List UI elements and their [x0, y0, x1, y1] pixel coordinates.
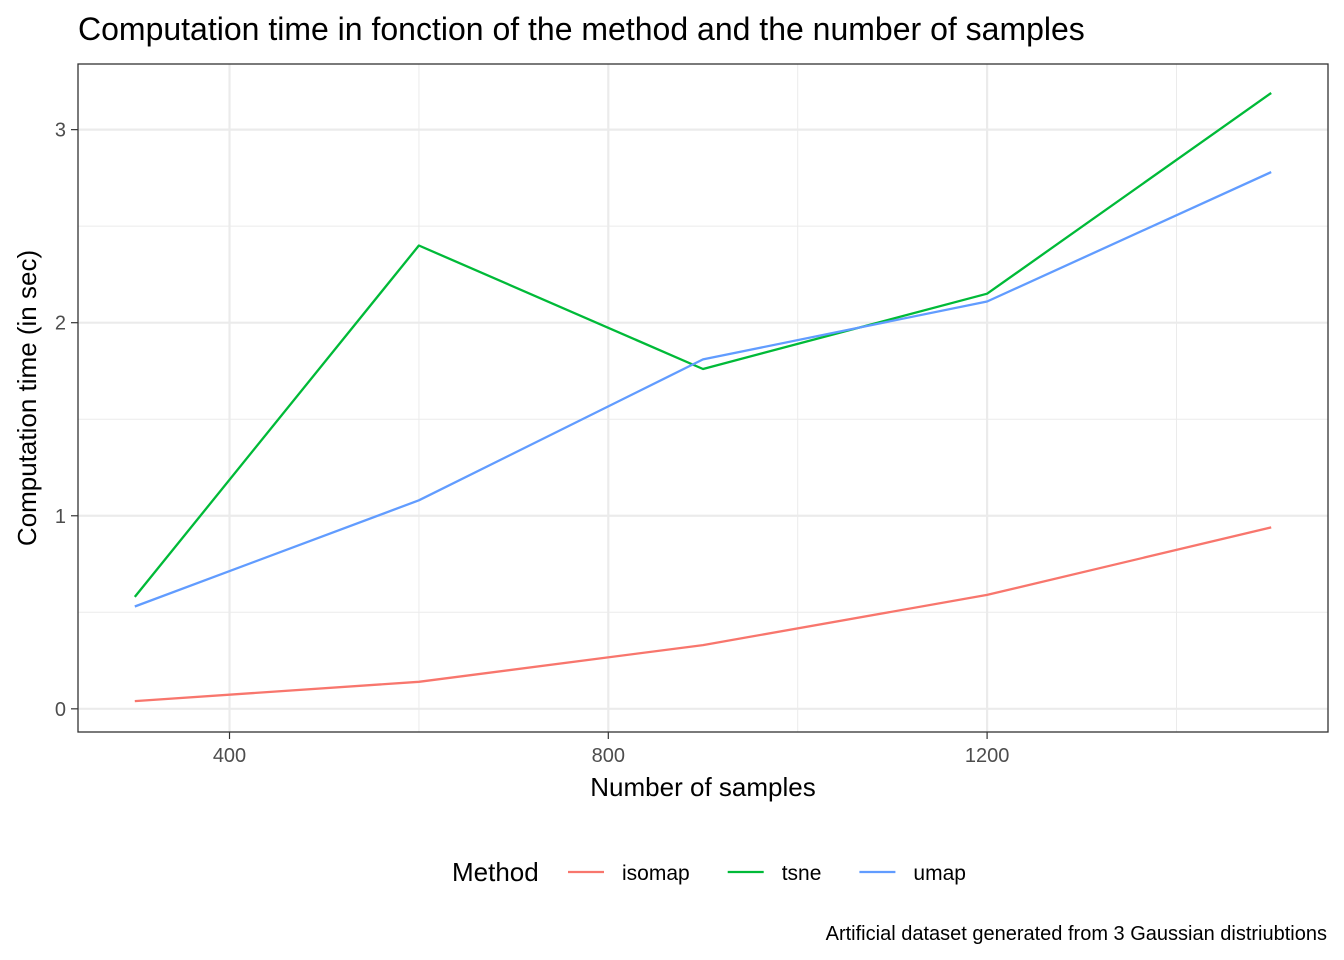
series-line-umap	[134, 171, 1272, 608]
axes: 400 800 1200 0 1 2 3	[55, 120, 1009, 767]
y-axis-title: Computation time (in sec)	[12, 250, 42, 546]
legend-label-tsne: tsne	[782, 862, 822, 885]
legend-label-isomap: isomap	[622, 862, 690, 885]
grid	[78, 64, 1328, 732]
y-tick-label: 0	[55, 699, 66, 721]
legend-title: Method	[452, 857, 539, 887]
series-line-tsne	[133, 92, 1272, 598]
y-tick-label: 1	[55, 506, 66, 528]
x-tick-label: 800	[592, 745, 625, 767]
y-tick-label: 3	[55, 120, 66, 142]
chart-title: Computation time in fonction of the meth…	[78, 11, 1085, 47]
legend-label-umap: umap	[913, 862, 966, 885]
x-tick-label: 400	[213, 745, 246, 767]
legend: Method isomap tsne umap	[452, 857, 966, 887]
series-line-isomap	[134, 526, 1272, 703]
x-axis-title: Number of samples	[590, 772, 815, 802]
panel-border	[77, 63, 1329, 733]
y-tick-label: 2	[55, 313, 66, 335]
x-tick-label: 1200	[965, 745, 1010, 767]
caption: Artificial dataset generated from 3 Gaus…	[826, 923, 1327, 945]
series-lines	[133, 92, 1272, 703]
